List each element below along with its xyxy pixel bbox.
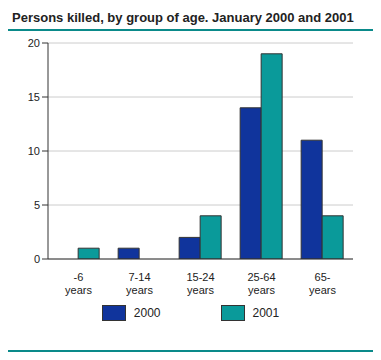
svg-text:15-24years: 15-24years: [186, 271, 214, 296]
svg-text:25-64years: 25-64years: [247, 271, 275, 296]
svg-text:10: 10: [28, 145, 40, 157]
html-text:2000: 2000: [133, 306, 161, 320]
html-text:2001: 2001: [252, 306, 280, 320]
svg-text:15: 15: [28, 91, 40, 103]
svg-text:5: 5: [34, 199, 40, 211]
svg-text:65-years: 65-years: [309, 271, 336, 296]
html-text:Persons killed, by group of ag: Persons killed, by group of age. January…: [12, 10, 354, 25]
svg-text:7-14years: 7-14years: [126, 271, 153, 296]
svg-text:20: 20: [28, 37, 40, 49]
svg-text:-6years: -6years: [65, 271, 92, 296]
svg-text:0: 0: [34, 253, 40, 265]
